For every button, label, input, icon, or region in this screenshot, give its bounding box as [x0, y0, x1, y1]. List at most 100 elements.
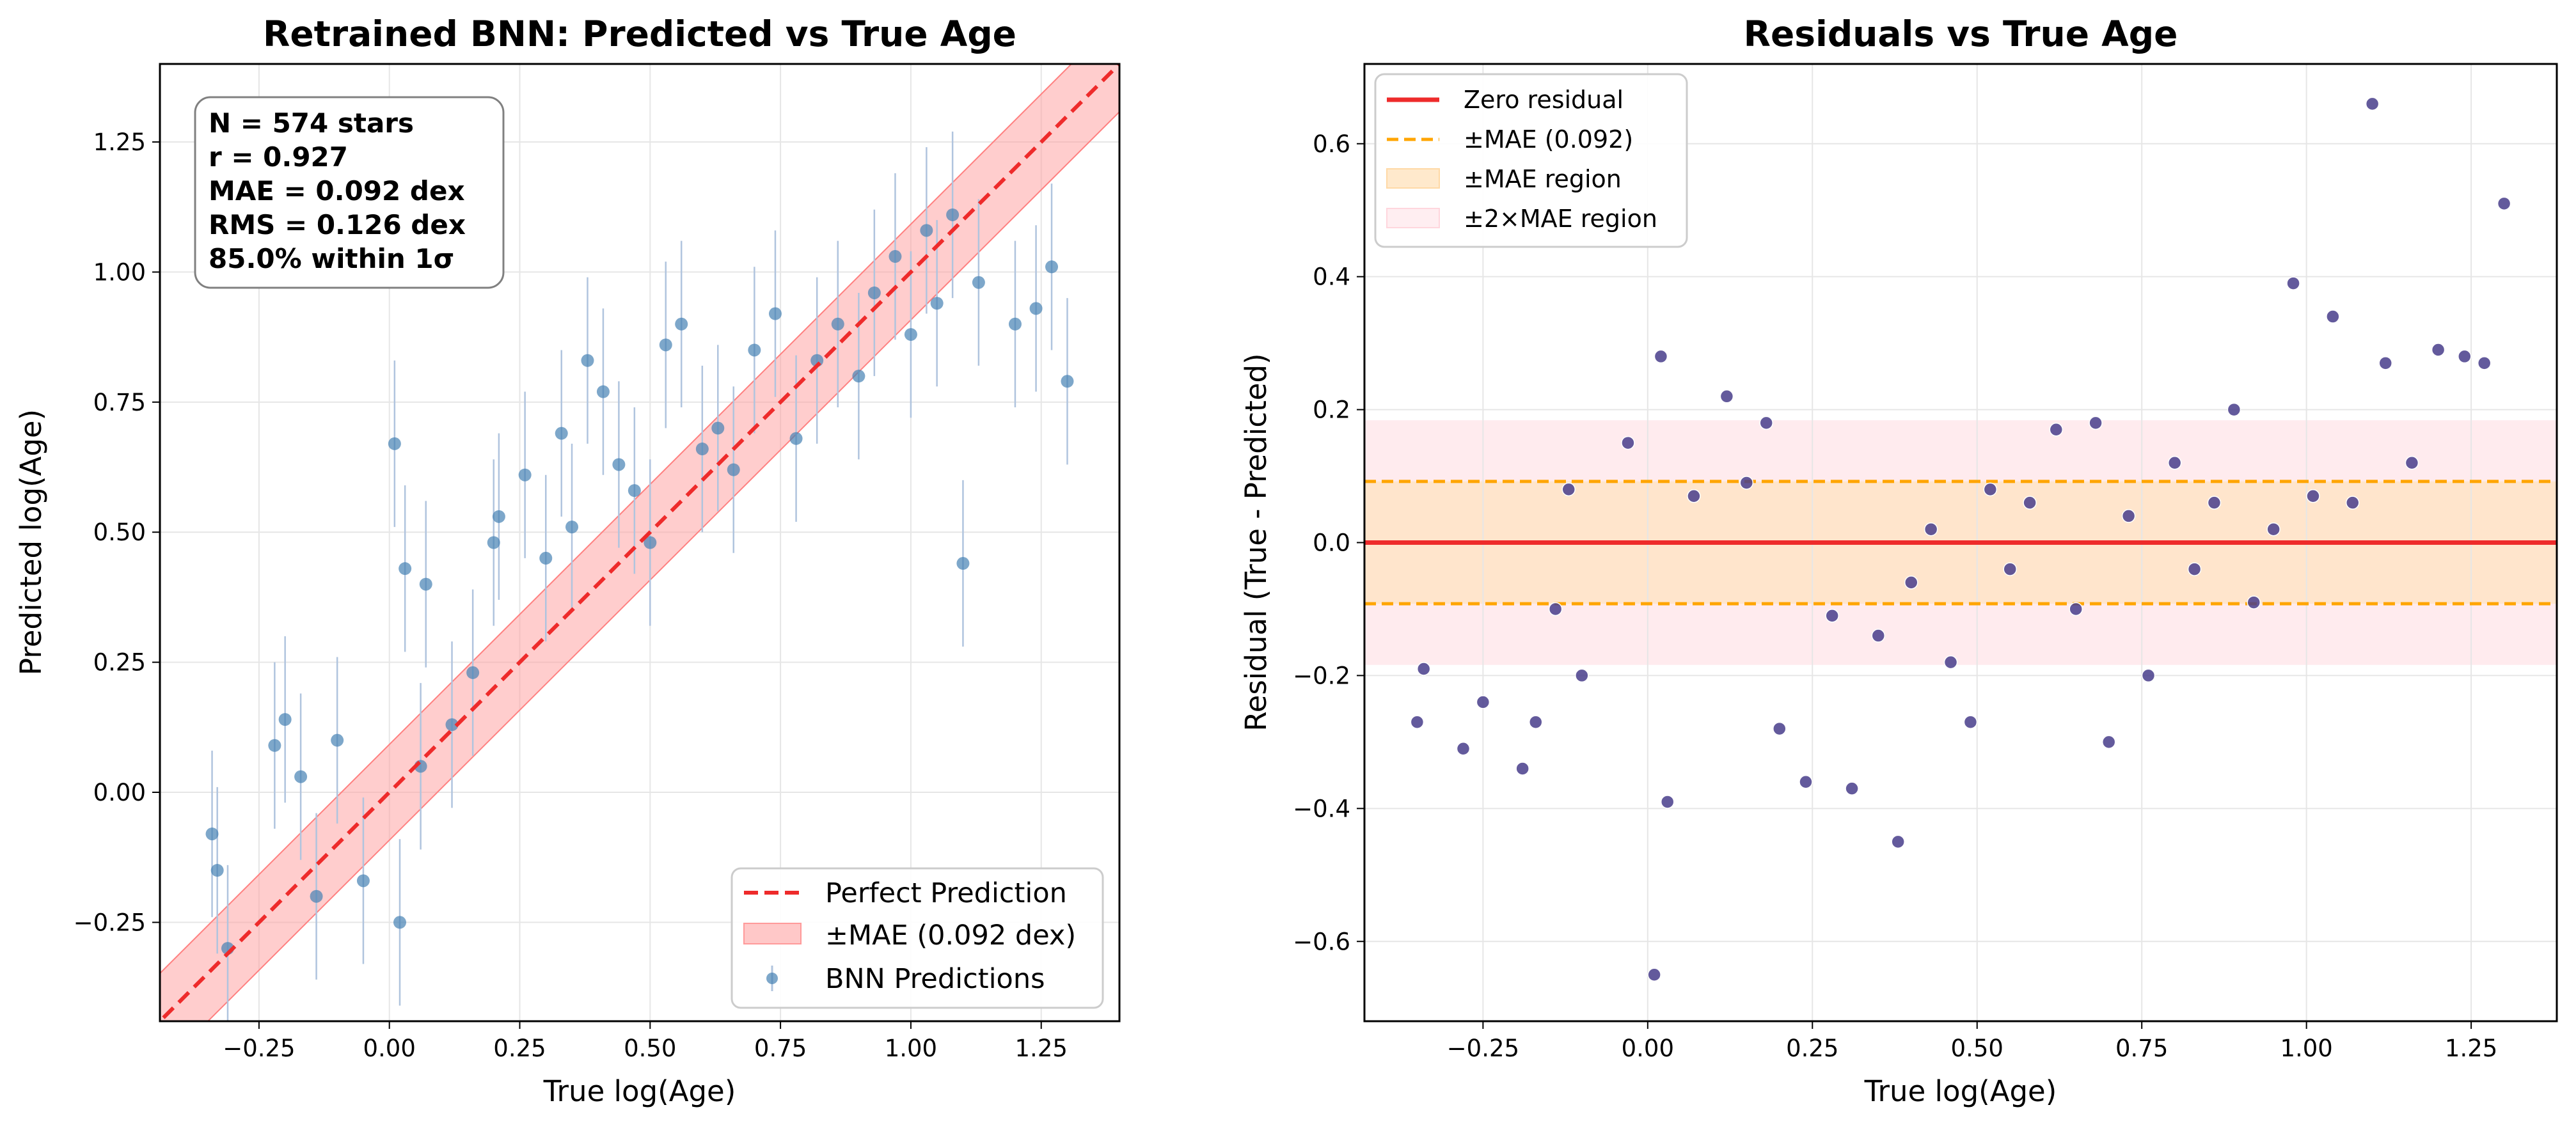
data-point: [675, 317, 688, 331]
legend-point-icon: [766, 973, 778, 984]
left-legend-frame: [731, 867, 1104, 1009]
data-point: [711, 421, 725, 435]
data-point: [628, 484, 641, 497]
residual-point: [2458, 349, 2472, 364]
data-point: [831, 317, 844, 331]
right-x-ticks: −0.25 0.00 0.25 0.50 0.75 1.00 1.25: [1447, 1021, 2497, 1062]
residual-point: [1871, 629, 1886, 643]
y-tick-label: 0.0: [1313, 529, 1350, 557]
y-tick-label: 0.00: [93, 779, 146, 806]
y-tick-label: 0.50: [93, 519, 146, 546]
data-point: [889, 250, 902, 263]
residual-point: [2187, 562, 2202, 576]
legend-2mae-region: ±2×MAE region: [1464, 205, 1657, 233]
data-point: [210, 864, 224, 877]
data-point: [748, 343, 761, 357]
residual-point: [1687, 489, 1701, 503]
residual-point: [2207, 496, 2222, 510]
data-point: [930, 297, 944, 310]
residual-point: [1739, 476, 1754, 490]
data-point: [956, 557, 970, 570]
stat-within-sigma: 85.0% within 1σ: [209, 243, 454, 274]
y-tick-label: 0.25: [93, 649, 146, 677]
y-tick-label: 0.75: [93, 389, 146, 416]
x-tick-label: 0.50: [624, 1035, 676, 1062]
data-point: [612, 458, 626, 471]
residual-point: [2049, 423, 2064, 437]
y-tick-label: 1.25: [93, 129, 146, 156]
x-tick-label: 0.75: [2115, 1035, 2168, 1062]
y-tick-label: 1.00: [93, 258, 146, 286]
residual-reference-lines: [1364, 480, 2557, 606]
data-point: [1029, 302, 1043, 315]
residual-point: [1410, 715, 1425, 729]
data-point: [659, 338, 672, 352]
y-tick-label: 0.6: [1313, 130, 1350, 158]
data-point: [539, 551, 553, 565]
data-point: [445, 718, 459, 732]
residual-point: [2101, 735, 2116, 749]
x-tick-label: 1.00: [885, 1035, 937, 1062]
x-tick-label: 1.00: [2280, 1035, 2332, 1062]
data-point: [399, 562, 412, 576]
x-tick-label: 1.25: [1015, 1035, 1068, 1062]
left-legend: Perfect Prediction ±MAE (0.092 dex) BNN …: [731, 867, 1104, 1009]
perfect-prediction-line: [160, 64, 1119, 1021]
data-point: [331, 733, 344, 747]
residual-point: [2346, 496, 2360, 510]
left-x-ticks: −0.25 0.00 0.25 0.50 0.75 1.00 1.25: [223, 1021, 1068, 1062]
data-point: [492, 510, 505, 523]
right-chart-title: Residuals vs True Age: [1744, 13, 2178, 54]
data-point: [644, 536, 657, 549]
residual-point: [1548, 602, 1563, 616]
residual-point: [1456, 742, 1471, 756]
data-point: [419, 577, 432, 591]
residual-point: [1719, 389, 1734, 403]
legend-perfect-prediction: Perfect Prediction: [825, 877, 1067, 909]
residual-point: [2141, 668, 2156, 683]
data-point: [310, 889, 323, 903]
data-point: [393, 916, 406, 929]
left-chart-title: Retrained BNN: Predicted vs True Age: [263, 13, 1016, 54]
data-point: [920, 224, 933, 237]
predicted-vs-true-panel: −0.25 0.00 0.25 0.50 0.75 1.00 1.25 −0.25 0.00 0…: [14, 13, 1121, 1108]
residual-point: [1561, 482, 1576, 497]
right-y-axis-label: Residual (True - Predicted): [1239, 353, 1273, 731]
data-point: [466, 666, 480, 679]
residual-point: [1654, 349, 1668, 364]
residual-point: [1904, 576, 1918, 590]
residual-point: [2405, 456, 2419, 470]
residual-point: [1983, 482, 1998, 497]
right-x-axis-label: True log(Age): [1864, 1074, 2057, 1108]
left-y-ticks: −0.25 0.00 0.25 0.50 0.75 1.00 1.25: [74, 129, 160, 936]
residual-point: [1660, 795, 1675, 809]
y-tick-label: −0.4: [1293, 795, 1350, 822]
x-tick-label: −0.25: [1447, 1035, 1519, 1062]
y-tick-label: −0.2: [1293, 662, 1350, 689]
residual-point: [2431, 343, 2446, 357]
y-tick-label: −0.25: [74, 909, 146, 936]
residual-point: [2326, 309, 2340, 324]
x-tick-label: 0.00: [363, 1035, 416, 1062]
residual-point: [1621, 435, 1635, 450]
left-x-axis-label: True log(Age): [543, 1074, 736, 1108]
data-point: [555, 427, 568, 440]
y-tick-label: −0.6: [1293, 928, 1350, 955]
residual-point: [1515, 762, 1529, 776]
right-legend-frame: [1374, 73, 1688, 248]
residual-point: [1647, 967, 1661, 982]
x-tick-label: 1.25: [2445, 1035, 2497, 1062]
bnn-prediction-points: [205, 208, 1074, 955]
data-point: [867, 286, 881, 299]
left-axes-frame: [159, 63, 1121, 1022]
residual-point: [2227, 402, 2241, 417]
residual-point: [1891, 834, 1905, 849]
x-tick-label: 0.50: [1951, 1035, 2003, 1062]
data-point: [768, 307, 782, 320]
x-tick-label: 0.75: [754, 1035, 807, 1062]
left-y-axis-label: Predicted log(Age): [14, 409, 48, 675]
residual-point: [2497, 196, 2511, 211]
stat-mae: MAE = 0.092 dex: [209, 175, 465, 207]
data-point: [581, 354, 594, 367]
data-point: [1045, 260, 1059, 274]
